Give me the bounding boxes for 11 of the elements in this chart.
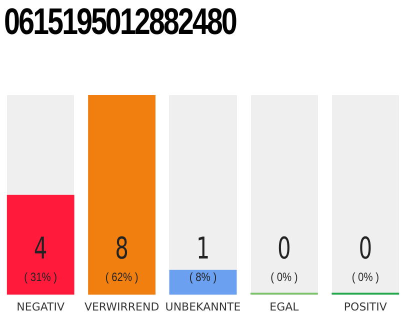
x-tick-label: UNBEKANNTE: [165, 300, 241, 314]
data-label: 0 ( 0% ): [270, 232, 298, 284]
x-tick-label: EGAL: [270, 300, 300, 314]
x-tick-label: VERWIRREND: [84, 300, 160, 314]
x-tick-label: NEGATIV: [16, 300, 65, 314]
data-label: 8 ( 62% ): [105, 232, 138, 284]
data-label: 4 ( 31% ): [24, 232, 58, 284]
chart-title: 0615195012882480: [4, 0, 236, 44]
data-label: 0 ( 0% ): [352, 232, 380, 284]
x-tick-label: POSITIV: [344, 300, 388, 314]
data-label: 1 ( 8% ): [189, 232, 217, 284]
